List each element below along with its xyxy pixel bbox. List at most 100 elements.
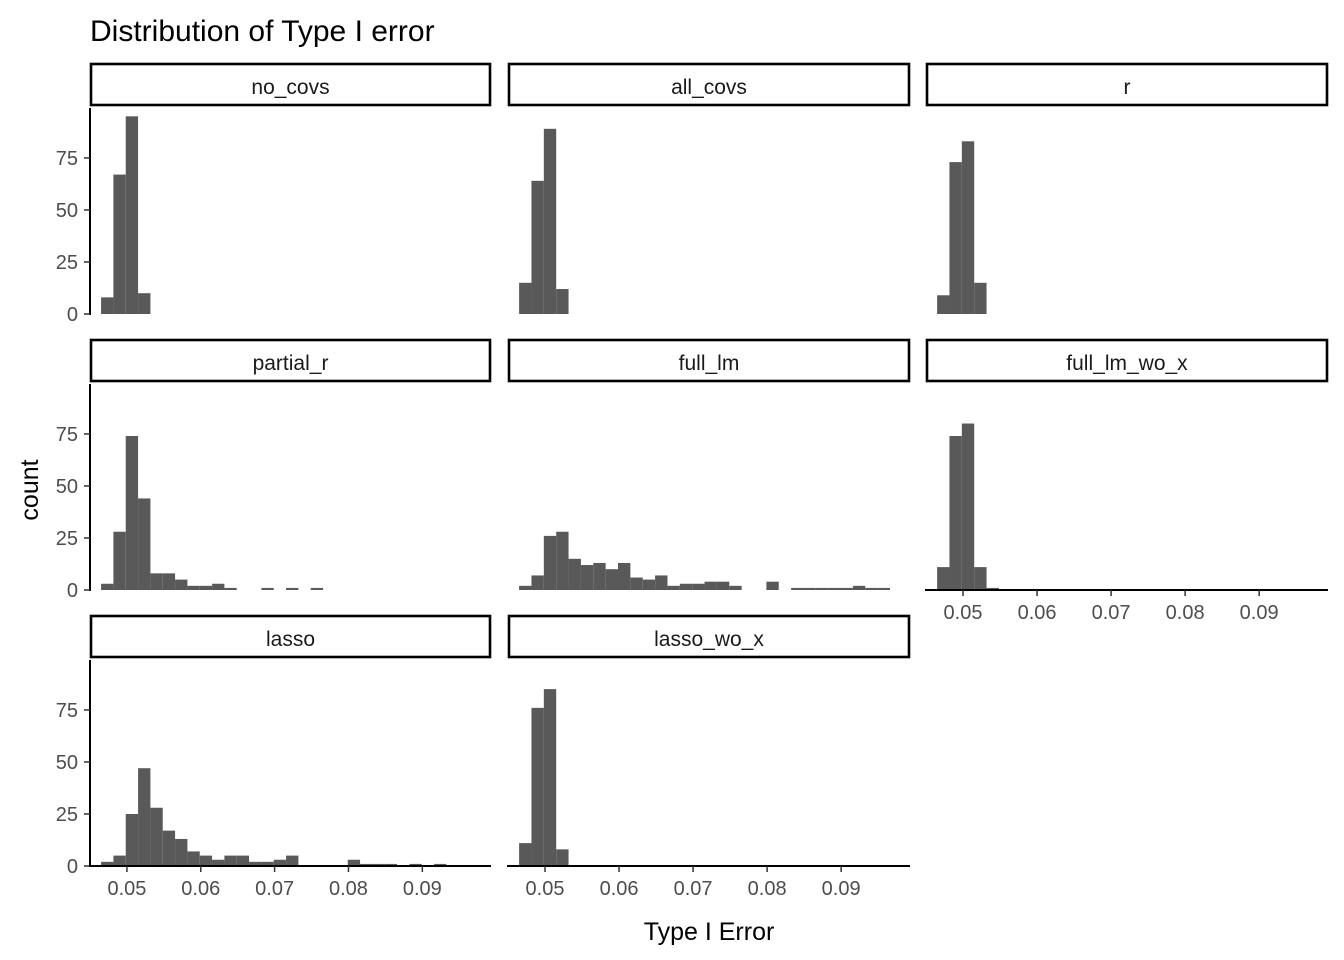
histogram-bar bbox=[949, 162, 962, 314]
facet-strip bbox=[925, 62, 1329, 107]
histogram-bar bbox=[692, 583, 705, 590]
histogram-bar bbox=[655, 575, 668, 590]
histogram-bar bbox=[360, 863, 373, 866]
facet-panel-r: r bbox=[925, 62, 1329, 314]
facet-strip-label: lasso bbox=[266, 628, 315, 651]
x-tick-label: 0.05 bbox=[944, 602, 983, 624]
histogram-bar bbox=[519, 843, 532, 866]
plot-title: Distribution of Type I error bbox=[90, 15, 435, 48]
facet-panel-full_lm: full_lm bbox=[507, 338, 911, 590]
histogram-bar bbox=[384, 863, 398, 866]
histogram-bar bbox=[212, 859, 225, 866]
histogram-bar bbox=[125, 116, 139, 314]
histogram-bar bbox=[150, 807, 163, 866]
x-tick-label: 0.06 bbox=[600, 878, 639, 900]
y-tick-label: 25 bbox=[56, 528, 78, 550]
histogram-bar bbox=[125, 436, 139, 590]
x-tick-label: 0.09 bbox=[1240, 602, 1279, 624]
histogram-bar bbox=[236, 855, 250, 866]
facet-strip-label: r bbox=[1124, 76, 1131, 99]
facet-strip-label: partial_r bbox=[253, 352, 329, 375]
histogram-bar bbox=[704, 581, 717, 590]
histogram-bar bbox=[519, 282, 532, 314]
y-tick-label: 0 bbox=[67, 856, 78, 878]
histogram-bar bbox=[212, 583, 225, 590]
histogram-bar bbox=[101, 861, 114, 866]
y-axis-title: count bbox=[16, 459, 44, 520]
histogram-bar bbox=[667, 585, 680, 590]
x-tick-label: 0.08 bbox=[329, 878, 368, 900]
histogram-bar bbox=[261, 587, 274, 590]
histogram-bar bbox=[840, 587, 853, 590]
histogram-bar bbox=[199, 855, 213, 866]
histogram-bar bbox=[125, 813, 139, 866]
histogram-bar bbox=[949, 436, 962, 590]
facet-strip-label: lasso_wo_x bbox=[654, 628, 764, 651]
histogram-bar bbox=[138, 498, 151, 590]
histogram-bar bbox=[852, 585, 866, 590]
histogram-bar bbox=[113, 855, 126, 866]
facet-panel-partial_r: partial_r 0 25 50 75 bbox=[56, 338, 492, 602]
histogram-bar bbox=[815, 587, 829, 590]
histogram-bar bbox=[113, 531, 126, 590]
y-tick-label: 75 bbox=[56, 700, 78, 722]
histogram-bar bbox=[273, 859, 287, 866]
histogram-bar bbox=[187, 851, 200, 866]
histogram-bar bbox=[716, 581, 730, 590]
histogram-bar bbox=[937, 295, 950, 314]
histogram-bar bbox=[249, 861, 262, 866]
histogram-bar bbox=[101, 297, 114, 314]
histogram-bar bbox=[150, 573, 163, 590]
x-tick-label: 0.07 bbox=[1092, 602, 1131, 624]
x-tick-label: 0.05 bbox=[107, 878, 146, 900]
histogram-bar bbox=[261, 861, 274, 866]
y-tick-label: 0 bbox=[67, 580, 78, 602]
facet-panel-no_covs: no_covs 0 25 50 75 bbox=[56, 62, 492, 326]
y-tick-label: 50 bbox=[56, 200, 78, 222]
y-tick-label: 75 bbox=[56, 424, 78, 446]
histogram-bar bbox=[286, 587, 299, 590]
histogram-bar bbox=[556, 289, 569, 314]
histogram-bar bbox=[101, 583, 114, 590]
histogram-bar bbox=[310, 587, 324, 590]
histogram-bar bbox=[593, 562, 606, 590]
histogram-bar bbox=[828, 587, 841, 590]
histogram-bar bbox=[556, 531, 569, 590]
y-tick-label: 50 bbox=[56, 752, 78, 774]
histogram-bar bbox=[531, 180, 544, 314]
x-axis-title: Type I Error bbox=[644, 918, 775, 946]
histogram-bar bbox=[568, 558, 581, 590]
histogram-bar bbox=[138, 293, 151, 314]
facet-panel-lasso_wo_x: lasso_wo_x 0.05 0.06 0.07 0.08 0.09 bbox=[507, 614, 911, 900]
histogram-bar bbox=[961, 141, 975, 314]
histogram-bar bbox=[531, 575, 544, 590]
histogram-bar bbox=[224, 587, 237, 590]
y-tick-label: 50 bbox=[56, 476, 78, 498]
histogram-bar bbox=[791, 587, 804, 590]
histogram-bar bbox=[372, 863, 385, 866]
facet-strip bbox=[507, 62, 911, 107]
facet-panel-all_covs: all_covs bbox=[507, 62, 911, 314]
facet-strip bbox=[89, 338, 492, 383]
histogram-bar bbox=[531, 707, 544, 866]
histogram-bar bbox=[162, 573, 176, 590]
facet-panels: no_covs 0 25 50 75 all_covs r partial_r 0 25 50 75 f… bbox=[56, 62, 1329, 900]
y-tick-label: 25 bbox=[56, 252, 78, 274]
histogram-bar bbox=[974, 567, 987, 590]
facet-strip bbox=[89, 62, 492, 107]
histogram-bar bbox=[961, 423, 975, 590]
histogram-bar bbox=[729, 585, 742, 590]
histogram-bar bbox=[224, 855, 237, 866]
histogram-bar bbox=[543, 535, 557, 590]
histogram-bar bbox=[519, 585, 532, 590]
histogram-bar bbox=[347, 859, 361, 866]
x-tick-label: 0.09 bbox=[822, 878, 861, 900]
facet-strip bbox=[507, 614, 911, 659]
histogram-bar bbox=[175, 579, 188, 590]
x-tick-label: 0.09 bbox=[403, 878, 442, 900]
facet-strip-label: all_covs bbox=[671, 76, 747, 99]
histogram-bar bbox=[113, 174, 126, 314]
facet-panel-lasso: lasso 0 25 50 75 0.05 0.06 0.07 0.08 0.09 bbox=[56, 614, 492, 900]
histogram-bar bbox=[974, 282, 987, 314]
